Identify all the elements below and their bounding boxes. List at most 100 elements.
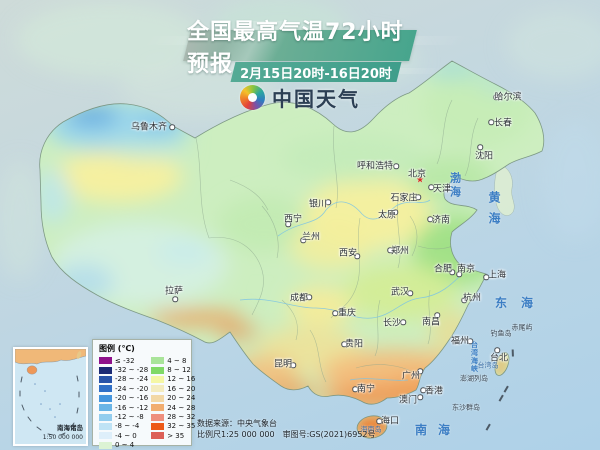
city-dot-marker (306, 294, 312, 300)
city-dot-marker (169, 124, 175, 130)
city-label: 台北 (489, 353, 509, 364)
legend-item: -16 ~ -12 (99, 403, 148, 412)
legend-color-swatch (99, 441, 112, 449)
legend-color-swatch (99, 404, 112, 412)
legend-item-label: 16 ~ 20 (167, 384, 196, 393)
city-label: 澳门 (398, 395, 418, 406)
legend-item-label: 24 ~ 28 (167, 403, 196, 412)
city-label: 呼和浩特 (356, 161, 394, 172)
island-label: 东沙群岛 (452, 403, 480, 412)
city-label: 贵阳 (344, 339, 364, 350)
legend-item: 12 ~ 16 (151, 375, 195, 384)
legend-color-swatch (151, 422, 165, 430)
city-dot-marker (400, 319, 406, 325)
city-label: 哈尔滨 (494, 92, 522, 103)
legend-item-label: -20 ~ -16 (115, 394, 149, 403)
city-label: 银川 (308, 199, 328, 210)
city-dot-marker (434, 312, 440, 318)
legend-item: 20 ~ 24 (151, 394, 195, 403)
city-dot-marker (493, 94, 499, 100)
legend-color-swatch (99, 413, 112, 421)
city-label: 杭州 (462, 293, 482, 304)
city-label: 兰州 (301, 232, 321, 243)
legend-item: 32 ~ 35 (151, 422, 195, 431)
nine-dash-segment (503, 385, 509, 393)
legend-color-swatch (151, 394, 165, 402)
forecast-period: 2月15日20时-16日20时 (240, 66, 392, 82)
legend-color-swatch (151, 413, 165, 421)
city-dot-marker (407, 290, 413, 296)
legend-item-label: ≤ -32 (115, 356, 135, 365)
legend-item-label: 0 ~ 4 (115, 441, 135, 450)
city-label: 上海 (487, 270, 507, 281)
city-dot-marker (428, 184, 434, 190)
city-label: 石家庄 (390, 193, 418, 204)
page-title: 全国最高气温72小时预报 (187, 19, 404, 77)
city-label: 济南 (431, 215, 451, 226)
city-label: 武汉 (390, 287, 410, 298)
city-label: 天津 (432, 184, 452, 195)
legend-color-swatch (99, 366, 112, 374)
city-dot-marker (352, 386, 358, 392)
city-dot-marker (332, 310, 338, 316)
city-dot-marker (417, 368, 423, 374)
legend-color-swatch (99, 385, 112, 393)
legend-color-swatch (99, 357, 112, 365)
nine-dash-segment (498, 394, 504, 402)
city-dot-marker (392, 209, 398, 215)
subtitle-banner: 2月15日20时-16日20时 (233, 62, 399, 82)
data-source-note: 数据来源：中央气象台 比例尺1:25 000 000 审图号:GS(2021)6… (197, 418, 376, 440)
city-label: 福州 (450, 336, 470, 347)
legend-item: -12 ~ -8 (99, 412, 148, 421)
south-china-sea-inset-map: 南海诸岛 1:50 000 000 (13, 347, 88, 446)
legend-item: ≤ -32 (99, 356, 148, 365)
legend-item-label: -4 ~ 0 (115, 431, 137, 440)
legend-item-label: 4 ~ 8 (167, 356, 187, 365)
city-dot-marker (354, 253, 360, 259)
capital-star-marker: ★ (415, 175, 425, 186)
sea-label: 东海 (494, 296, 548, 310)
inset-map-art (15, 349, 86, 436)
city-dot-marker (449, 269, 455, 275)
legend-color-swatch (151, 404, 165, 412)
legend-column-negative: ≤ -32 -32 ~ -28 -28 ~ -24 -24 ~ -20 -20 ~ -1… (99, 356, 148, 450)
city-label: 南宁 (356, 384, 376, 395)
inset-title: 南海诸岛 (57, 424, 83, 432)
legend-item-label: 28 ~ 32 (167, 413, 196, 422)
legend-item-label: 32 ~ 35 (167, 422, 196, 431)
city-label: 昆明 (273, 359, 293, 370)
city-label: 重庆 (337, 308, 357, 319)
city-label: 拉萨 (164, 286, 184, 297)
legend-item: > 35 (151, 431, 195, 440)
sea-label: 南海 (414, 423, 462, 437)
legend-item-label: -12 ~ -8 (115, 413, 144, 422)
legend-item: -24 ~ -20 (99, 384, 148, 393)
city-dot-marker (488, 119, 494, 125)
city-label: 长春 (493, 118, 513, 129)
data-source-line: 数据来源：中央气象台 (197, 419, 277, 428)
nine-dash-segment (485, 423, 491, 431)
island-label: 海南岛 (360, 425, 382, 434)
city-label: 西宁 (283, 214, 303, 225)
city-dot-marker (427, 216, 433, 222)
city-dot-marker (477, 144, 483, 150)
island-label: 澎湖列岛 (460, 374, 488, 383)
city-dot-marker (494, 347, 500, 353)
sea-label: 渤海 (448, 172, 462, 200)
city-label: 沈阳 (474, 151, 494, 162)
city-label: 广州 (401, 371, 421, 382)
city-dot-marker (325, 199, 331, 205)
city-label: 南昌 (421, 317, 441, 328)
legend-item: -4 ~ 0 (99, 431, 148, 440)
city-dot-marker (393, 163, 399, 169)
city-label: 香港 (424, 386, 444, 397)
legend-item-label: -28 ~ -24 (115, 375, 149, 384)
city-dot-marker (290, 362, 296, 368)
city-label: 太原 (377, 210, 397, 221)
city-dot-marker (285, 221, 291, 227)
legend-item: 24 ~ 28 (151, 403, 195, 412)
city-dot-marker (461, 297, 467, 303)
city-label: 海口 (380, 416, 400, 427)
